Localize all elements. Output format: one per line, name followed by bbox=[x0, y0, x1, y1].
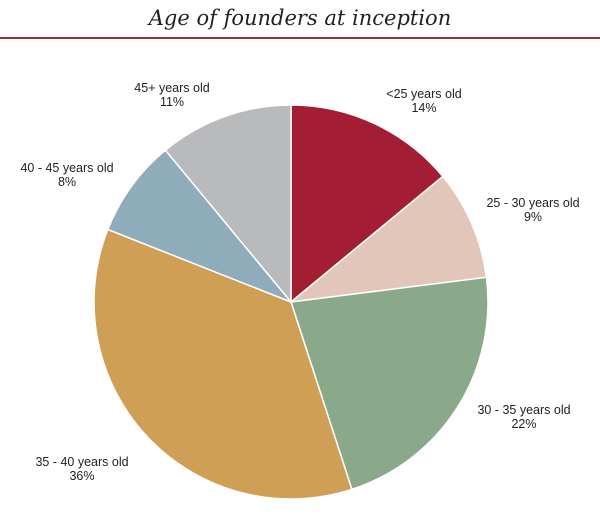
slice-percent-3: 22% bbox=[511, 417, 536, 431]
slice-label-2: 25 - 30 years old bbox=[486, 196, 579, 210]
slice-percent-1: 14% bbox=[411, 101, 436, 115]
slice-percent-2: 9% bbox=[524, 210, 542, 224]
slice-label-1: <25 years old bbox=[386, 87, 461, 101]
chart-title: Age of founders at inception bbox=[148, 6, 452, 30]
slice-label-4: 35 - 40 years old bbox=[35, 455, 128, 469]
pie-slice-1 bbox=[290, 104, 444, 304]
slice-label-5: 40 - 45 years old bbox=[20, 161, 113, 175]
pie-slice-4 bbox=[93, 228, 353, 500]
pie-slice-3 bbox=[290, 276, 489, 491]
slice-percent-4: 36% bbox=[69, 469, 94, 483]
slice-percent-5: 8% bbox=[58, 175, 76, 189]
pie-slice-2 bbox=[288, 175, 488, 304]
slice-label-3: 30 - 35 years old bbox=[477, 403, 570, 417]
title-divider bbox=[0, 37, 600, 39]
pie-slice-6 bbox=[164, 104, 292, 305]
slice-label-6: 45+ years old bbox=[134, 81, 209, 95]
pie-slice-5 bbox=[106, 149, 292, 303]
slice-percent-6: 11% bbox=[160, 95, 184, 109]
